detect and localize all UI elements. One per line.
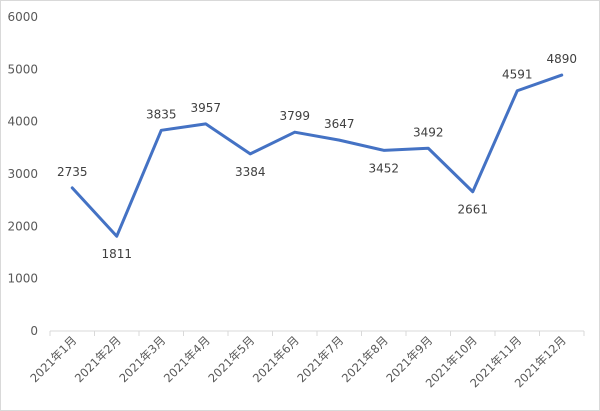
data-label: 4591 — [502, 68, 533, 82]
series-group — [70, 73, 564, 238]
data-label: 3835 — [146, 107, 177, 121]
data-label: 3452 — [368, 161, 399, 175]
x-axis-tick-labels: 2021年1月2021年2月2021年3月2021年4月2021年5月2021年… — [27, 333, 569, 390]
y-tick-label: 5000 — [7, 62, 38, 76]
data-label: 3384 — [235, 165, 266, 179]
data-label: 2735 — [57, 165, 88, 179]
x-tick-label: 2021年2月 — [72, 333, 124, 385]
data-labels: 2735 1811 3835 3957 3384 3799 3647 3452 3492 2661… — [57, 52, 577, 261]
x-tick-label: 2021年8月 — [339, 333, 391, 385]
data-label: 3647 — [324, 117, 355, 131]
series-line — [70, 73, 564, 238]
x-tick-label: 2021年5月 — [205, 333, 257, 385]
data-label: 3492 — [413, 125, 444, 139]
y-axis-tick-labels: 0 1000 2000 3000 4000 5000 6000 — [7, 10, 38, 338]
x-tick-label: 2021年1月 — [27, 333, 79, 385]
data-label: 1811 — [101, 247, 132, 261]
x-tick-label: 2021年3月 — [116, 333, 168, 385]
y-tick-label: 3000 — [7, 167, 38, 181]
y-tick-label: 1000 — [7, 272, 38, 286]
y-tick-label: 0 — [30, 324, 38, 338]
y-tick-label: 4000 — [7, 115, 38, 129]
x-tick-label: 2021年4月 — [161, 333, 213, 385]
data-label: 4890 — [546, 52, 577, 66]
y-tick-label: 6000 — [7, 10, 38, 24]
x-axis-ticks — [49, 331, 585, 336]
y-tick-label: 2000 — [7, 219, 38, 233]
data-label: 3957 — [190, 101, 221, 115]
x-tick-label: 2021年7月 — [294, 333, 346, 385]
x-tick-label: 2021年6月 — [250, 333, 302, 385]
data-label: 2661 — [457, 203, 488, 217]
data-label: 3799 — [279, 109, 310, 123]
